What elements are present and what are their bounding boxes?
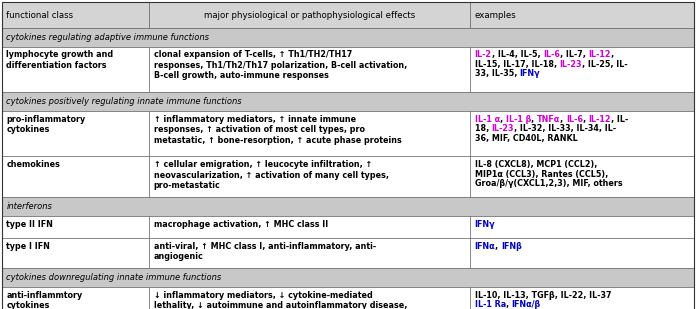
Text: major physiological or pathophysiological effects: major physiological or pathophysiologica… (205, 11, 416, 19)
Bar (2, 216, 150, 239)
Text: ,: , (506, 300, 512, 309)
Bar (470, 239, 694, 268)
Text: ↑ inflammatory mediators, ↑ innate immune
responses, ↑ activation of most cell t: ↑ inflammatory mediators, ↑ innate immun… (154, 115, 402, 145)
Text: ,: , (611, 50, 614, 59)
Text: cytokines downregulating innate immune functions: cytokines downregulating innate immune f… (6, 273, 221, 282)
Text: interferons: interferons (6, 202, 52, 211)
Bar (2, 239, 150, 268)
Text: ,: , (500, 115, 505, 124)
Bar (150, 239, 470, 268)
Bar (150, 216, 470, 239)
Bar (150, 287, 470, 309)
Text: IL-6: IL-6 (543, 50, 560, 59)
Text: cytokines positively regulating innate immune functions: cytokines positively regulating innate i… (6, 97, 242, 106)
Bar (2, 92, 694, 111)
Text: IFNα: IFNα (475, 242, 496, 251)
Text: IL-12: IL-12 (589, 115, 611, 124)
Bar (2, 28, 694, 47)
Text: ,: , (496, 242, 501, 251)
Bar (470, 111, 694, 156)
Text: IL-8 (CXCL8), MCP1 (CCL2),: IL-8 (CXCL8), MCP1 (CCL2), (475, 160, 597, 169)
Text: lymphocyte growth and
differentiation factors: lymphocyte growth and differentiation fa… (6, 50, 113, 70)
Text: IL-6: IL-6 (566, 115, 583, 124)
Text: IFNγ: IFNγ (520, 70, 540, 78)
Text: , IL-32, IL-33, IL-34, IL-: , IL-32, IL-33, IL-34, IL- (514, 125, 616, 133)
Text: ,: , (531, 115, 537, 124)
Bar (470, 216, 694, 239)
Text: TNFα: TNFα (537, 115, 560, 124)
Text: 33, IL-35,: 33, IL-35, (475, 70, 520, 78)
Text: , IL-25, IL-: , IL-25, IL- (582, 60, 628, 69)
Text: MIP1α (CCL3), Rantes (CCL5),: MIP1α (CCL3), Rantes (CCL5), (475, 170, 608, 179)
Text: functional class: functional class (6, 11, 73, 19)
Text: IL-15, IL-17, IL-18,: IL-15, IL-17, IL-18, (475, 60, 560, 69)
Text: type I IFN: type I IFN (6, 242, 50, 251)
Text: type II IFN: type II IFN (6, 220, 53, 229)
Text: IFNγ: IFNγ (475, 220, 496, 229)
Text: 36, MIF, CD40L, RANKL: 36, MIF, CD40L, RANKL (475, 134, 578, 143)
Text: IL-12: IL-12 (589, 50, 611, 59)
Bar (2, 2, 150, 28)
Text: ,: , (560, 115, 566, 124)
Bar (2, 47, 150, 92)
Bar (2, 268, 694, 287)
Bar (470, 287, 694, 309)
Text: IL-23: IL-23 (491, 125, 514, 133)
Text: Groa/β/γ(CXCL1,2,3), MIF, others: Groa/β/γ(CXCL1,2,3), MIF, others (475, 179, 622, 188)
Text: ↓ inflammatory mediators, ↓ cytokine-mediated
lethality, ↓ autoimmune and autoin: ↓ inflammatory mediators, ↓ cytokine-med… (154, 291, 407, 309)
Bar (150, 111, 470, 156)
Bar (2, 156, 150, 197)
Bar (470, 156, 694, 197)
Text: examples: examples (475, 11, 516, 19)
Text: cytokines regulating adaptive immune functions: cytokines regulating adaptive immune fun… (6, 33, 209, 42)
Bar (150, 156, 470, 197)
Bar (470, 2, 694, 28)
Text: macrophage activation, ↑ MHC class II: macrophage activation, ↑ MHC class II (154, 220, 328, 229)
Text: ↑ cellular emigration, ↑ leucocyte infiltration, ↑
neovascularization, ↑ activat: ↑ cellular emigration, ↑ leucocyte infil… (154, 160, 388, 190)
Bar (150, 47, 470, 92)
Text: IFNα/β: IFNα/β (512, 300, 541, 309)
Text: IL-1 Ra: IL-1 Ra (475, 300, 506, 309)
Bar (470, 47, 694, 92)
Text: anti-inflammtory
cytokines: anti-inflammtory cytokines (6, 291, 83, 309)
Text: ,: , (583, 115, 589, 124)
Text: IL-2: IL-2 (475, 50, 491, 59)
Bar (2, 111, 150, 156)
Bar (2, 197, 694, 216)
Text: IL-23: IL-23 (560, 60, 582, 69)
Text: pro-inflammatory
cytokines: pro-inflammatory cytokines (6, 115, 86, 134)
Text: IL-10, IL-13, TGFβ, IL-22, IL-37: IL-10, IL-13, TGFβ, IL-22, IL-37 (475, 291, 611, 300)
Bar (150, 2, 470, 28)
Text: clonal expansion of T-cells, ↑ Th1/TH2/TH17
responses, Th1/Th2/Th17 polarization: clonal expansion of T-cells, ↑ Th1/TH2/T… (154, 50, 407, 80)
Text: , IL-7,: , IL-7, (560, 50, 589, 59)
Text: , IL-4, IL-5,: , IL-4, IL-5, (491, 50, 543, 59)
Text: anti-viral, ↑ MHC class I, anti-inflammatory, anti-
angiogenic: anti-viral, ↑ MHC class I, anti-inflamma… (154, 242, 376, 261)
Text: , IL-: , IL- (611, 115, 628, 124)
Text: chemokines: chemokines (6, 160, 60, 169)
Text: IL-1 α: IL-1 α (475, 115, 500, 124)
Text: IFNβ: IFNβ (501, 242, 522, 251)
Text: IL-1 β: IL-1 β (505, 115, 531, 124)
Bar (2, 287, 150, 309)
Text: 18,: 18, (475, 125, 491, 133)
